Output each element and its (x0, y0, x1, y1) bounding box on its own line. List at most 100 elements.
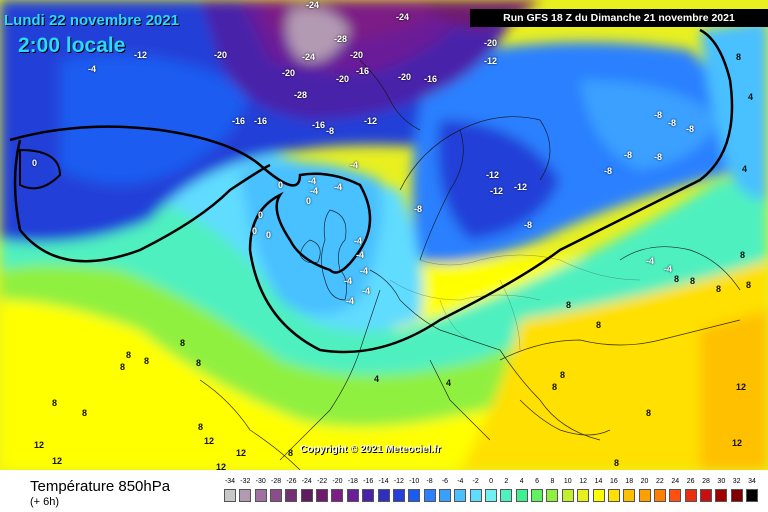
temperature-value: -12 (484, 56, 498, 66)
temperature-value: -8 (524, 220, 533, 230)
temperature-value: 8 (126, 350, 132, 360)
scale-tick-label: 30 (717, 478, 726, 485)
scale-tick-label: 12 (579, 478, 588, 485)
scale-tick-label: -12 (393, 478, 404, 485)
scale-tick-label: -2 (472, 478, 479, 485)
temperature-value: 12 (736, 382, 747, 392)
temperature-value: -12 (134, 50, 148, 60)
scale-tick-label: -30 (255, 478, 266, 485)
scale-tick-label: -14 (378, 478, 389, 485)
temperature-value: 4 (748, 92, 754, 102)
temperature-value: -20 (214, 50, 228, 60)
temperature-value: 8 (690, 276, 696, 286)
temperature-value: 12 (52, 456, 63, 466)
temperature-value: -12 (486, 170, 500, 180)
scale-tick-label: -24 (301, 478, 312, 485)
temperature-value: 8 (614, 458, 620, 468)
temperature-value: -4 (334, 182, 343, 192)
temperature-value: -12 (514, 182, 528, 192)
scale-swatch (438, 489, 451, 502)
temperature-value: -8 (654, 110, 663, 120)
temperature-value: -20 (282, 68, 296, 78)
scale-swatch (362, 489, 375, 502)
scale-swatch (684, 489, 697, 502)
scale-swatch (239, 489, 252, 502)
temperature-value: -16 (356, 66, 370, 76)
temperature-value: -20 (350, 50, 364, 60)
temperature-value: -28 (334, 34, 348, 44)
scale-swatch (638, 489, 651, 502)
temperature-value: -4 (310, 186, 319, 196)
forecast-offset: (+ 6h) (30, 496, 60, 508)
scale-swatch (270, 489, 283, 502)
temperature-value: -20 (336, 74, 350, 84)
temperature-value: -4 (350, 160, 359, 170)
scale-tick-label: -22 (317, 478, 328, 485)
scale-swatch (577, 489, 590, 502)
temperature-value: 8 (596, 320, 602, 330)
scale-swatch (730, 489, 743, 502)
forecast-local-time: 2:00 locale (18, 34, 126, 57)
temperature-map: Lundi 22 novembre 2021 2:00 locale Run G… (0, 0, 768, 470)
temperature-value: -4 (362, 286, 371, 296)
scale-swatch (331, 489, 344, 502)
temperature-value: 8 (716, 284, 722, 294)
temperature-value: -4 (360, 266, 369, 276)
scale-tick-label: 20 (640, 478, 649, 485)
temperature-value: -4 (308, 176, 317, 186)
temperature-value: -8 (326, 126, 335, 136)
scale-tick-label: 24 (671, 478, 680, 485)
temperature-value: -12 (364, 116, 378, 126)
scale-swatch (224, 489, 236, 502)
temperature-value: -8 (624, 150, 633, 160)
temperature-value: 8 (560, 370, 566, 380)
temperature-value: -4 (664, 264, 673, 274)
scale-swatch (346, 489, 359, 502)
scale-swatch (316, 489, 329, 502)
scale-tick-label: -20 (332, 478, 343, 485)
scale-swatch (623, 489, 636, 502)
temperature-value: -8 (668, 118, 677, 128)
scale-tick-label: -28 (271, 478, 282, 485)
scale-tick-label: 10 (563, 478, 572, 485)
temperature-value: -16 (312, 120, 326, 130)
scale-swatch (392, 489, 405, 502)
temperature-value: 8 (180, 338, 186, 348)
temperature-value: -8 (686, 124, 695, 134)
scale-tick-label: -6 (441, 478, 449, 485)
temperature-value: 8 (144, 356, 150, 366)
scale-tick-label: 34 (748, 478, 756, 485)
temperature-value: -4 (354, 236, 363, 246)
scale-tick-label: -32 (240, 478, 251, 485)
temperature-value: -4 (88, 64, 97, 74)
temperature-value: 8 (674, 274, 680, 284)
scale-swatch (408, 489, 421, 502)
temperature-value: 4 (742, 164, 748, 174)
scale-tick-label: 18 (625, 478, 634, 485)
scale-swatch (300, 489, 313, 502)
temperature-value: 12 (216, 462, 227, 470)
legend-footer: Température 850hPa (+ 6h) -34 -32 -30 -28 -2… (0, 470, 768, 512)
temperature-value: -16 (424, 74, 438, 84)
temperature-value: 0 (252, 226, 258, 236)
scale-swatch (531, 489, 544, 502)
temperature-value: 8 (198, 422, 204, 432)
scale-tick-label: 8 (550, 478, 555, 485)
temperature-value: 0 (258, 210, 264, 220)
temperature-value: 8 (736, 52, 742, 62)
scale-swatch (515, 489, 528, 502)
color-scale: -34 -32 -30 -28 -26 -24 -22 -20 -18 -16 -14 -12 -10-… (222, 478, 759, 508)
temperature-value: -4 (346, 296, 355, 306)
temperature-value: -24 (302, 52, 316, 62)
scale-swatch (746, 489, 759, 502)
temperature-value: -28 (294, 90, 308, 100)
scale-tick-label: -18 (347, 478, 358, 485)
temperature-value: -24 (396, 12, 410, 22)
scale-swatch (669, 489, 682, 502)
temperature-value: 12 (732, 438, 743, 448)
scale-tick-label: 26 (686, 478, 695, 485)
scale-swatch (454, 489, 467, 502)
temperature-value: -16 (254, 116, 268, 126)
scale-tick-label: 16 (609, 478, 618, 485)
scale-tick-label: 14 (594, 478, 603, 485)
